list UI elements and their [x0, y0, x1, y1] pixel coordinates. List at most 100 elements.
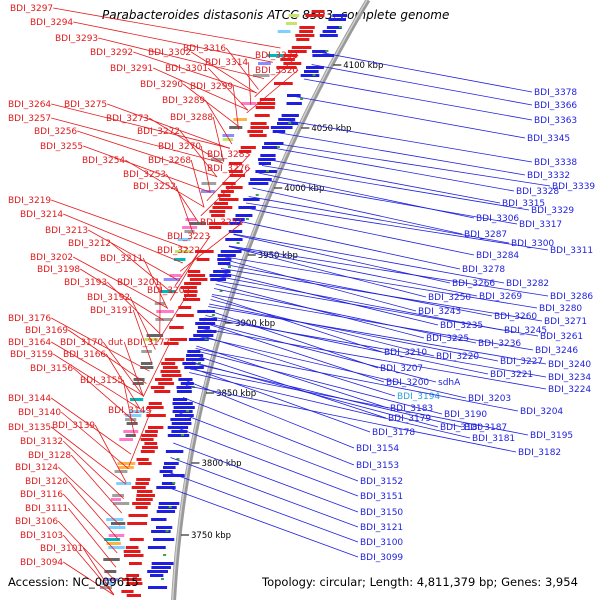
- leader-line-forward: [246, 69, 299, 114]
- forward-gene: [126, 594, 141, 597]
- reverse-gene: [165, 450, 184, 453]
- gene-label-reverse: BDI_3179: [388, 414, 431, 424]
- forward-gene: [125, 546, 139, 549]
- feature-block: [114, 470, 128, 473]
- gene-label-forward: BDI_3159: [10, 350, 53, 360]
- reverse-gene: [270, 126, 293, 129]
- gene-label-reverse: BDI_3224: [548, 385, 591, 395]
- forward-gene: [150, 386, 165, 389]
- gene-label-forward: BDI_3139: [52, 421, 95, 431]
- leader-line-forward: [73, 256, 168, 309]
- gene-label-forward: BDI_3193: [64, 278, 107, 288]
- reverse-gene: [151, 530, 171, 533]
- gene-label-forward: BDI_3149: [108, 406, 151, 416]
- leader-line-forward: [50, 341, 144, 397]
- reverse-gene: [248, 182, 269, 185]
- feature-block: [99, 586, 113, 589]
- gc-tick: [338, 26, 342, 28]
- forward-gene: [180, 286, 197, 289]
- gc-tick: [181, 434, 184, 436]
- gene-label-forward: BDI_3252: [133, 182, 176, 192]
- leader-line-forward: [206, 153, 251, 202]
- feature-block: [189, 222, 207, 225]
- feature-block: [113, 502, 130, 505]
- feature-block: [110, 498, 122, 501]
- forward-gene: [217, 194, 231, 197]
- gene-label-reverse: BDI_3245: [504, 326, 547, 336]
- leader-line-reverse: [167, 471, 359, 543]
- leader-line-forward: [132, 309, 153, 364]
- reverse-gene: [171, 430, 188, 433]
- leader-line-forward: [169, 249, 201, 301]
- forward-gene: [121, 590, 134, 593]
- gene-label-reverse: BDI_3261: [540, 332, 583, 342]
- gene-label-reverse: BDI_3332: [527, 171, 570, 181]
- reverse-gene: [156, 526, 173, 529]
- forward-gene: [135, 498, 153, 501]
- gene-label-reverse: BDI_3300: [511, 239, 554, 249]
- forward-gene: [160, 370, 181, 373]
- gene-label-forward: BDI_3214: [20, 210, 63, 220]
- gene-label-reverse: BDI_3378: [534, 88, 577, 98]
- gc-tick: [312, 74, 316, 76]
- leader-line-reverse: [272, 142, 551, 187]
- forward-gene: [137, 490, 153, 493]
- leader-line-forward: [175, 185, 194, 235]
- gene-label-reverse: BDI_3225: [426, 334, 469, 344]
- reverse-gene: [278, 118, 296, 121]
- leader-line-forward: [63, 213, 184, 264]
- leader-line-forward: [51, 103, 230, 149]
- leader-line-forward: [67, 507, 117, 568]
- reverse-gene: [170, 418, 192, 421]
- gene-label-forward: BDI_3176: [8, 314, 51, 324]
- gc-tick: [186, 410, 190, 412]
- forward-gene: [126, 582, 143, 585]
- gene-label-reverse: BDI_3200: [386, 378, 429, 388]
- gc-tick: [161, 578, 164, 580]
- forward-gene: [155, 378, 173, 381]
- forward-gene: [214, 202, 229, 205]
- leader-line-forward: [247, 61, 252, 105]
- reverse-gene: [286, 102, 302, 105]
- leader-line-reverse: [270, 147, 515, 192]
- gene-label-forward: BDI_3270: [158, 142, 201, 152]
- leader-line-reverse: [201, 328, 547, 390]
- reverse-gene: [306, 66, 324, 69]
- reverse-gene: [159, 470, 173, 473]
- forward-gene: [148, 426, 164, 429]
- gene-label-forward: BDI_3116: [20, 490, 63, 500]
- gene-label-reverse: BDI_3271: [544, 317, 587, 327]
- gene-label-reverse: BDI_3317: [519, 220, 562, 230]
- gene-label-reverse: BDI_3100: [360, 538, 403, 548]
- forward-gene: [209, 210, 226, 213]
- reverse-gene: [322, 30, 337, 33]
- leader-line-forward: [225, 47, 259, 90]
- leader-line-forward: [200, 167, 251, 217]
- forward-gene: [220, 190, 234, 193]
- genome-summary: Topology: circular; Length: 4,811,379 bp…: [262, 575, 578, 589]
- feature-block: [108, 546, 125, 549]
- forward-gene: [136, 478, 151, 481]
- gene-label-reverse: BDI_3204: [520, 407, 563, 417]
- gene-label-forward: BDI_3264: [8, 100, 51, 110]
- gene-label-forward: BDI_3314: [205, 58, 248, 68]
- feature-block: [101, 582, 116, 585]
- gene-label-forward: BDI_3144: [8, 394, 51, 404]
- reverse-gene: [225, 238, 243, 241]
- feature-block: [182, 226, 198, 229]
- gene-label-forward: BDI_3211: [100, 254, 143, 264]
- leader-line-forward: [70, 454, 123, 514]
- kbp-label: 3900 kbp: [235, 319, 275, 329]
- leader-line-reverse: [210, 299, 435, 357]
- gene-label-reverse: BDI_3180: [440, 423, 483, 433]
- gc-tick: [176, 458, 180, 460]
- leader-line-reverse: [195, 348, 519, 412]
- leader-line-reverse: [199, 336, 467, 399]
- forward-gene: [142, 446, 158, 449]
- forward-gene: [212, 206, 233, 209]
- gene-label-forward: BDI_3212: [68, 239, 111, 249]
- gc-tick: [276, 146, 280, 148]
- gene-label-forward: BDI_3254: [82, 156, 125, 166]
- forward-gene: [196, 258, 210, 261]
- feature-block: [160, 290, 176, 293]
